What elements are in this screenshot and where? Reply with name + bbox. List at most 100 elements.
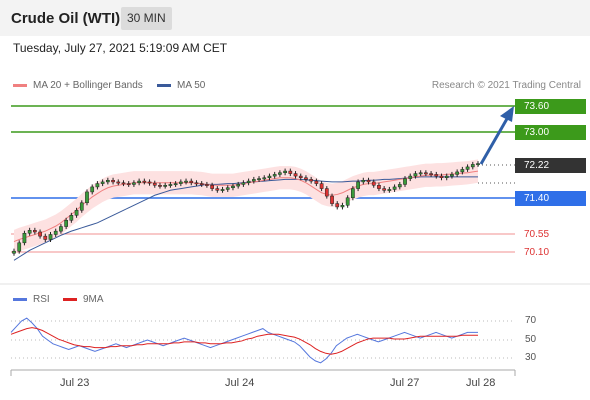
candle-body — [309, 179, 314, 182]
candle-body — [460, 169, 465, 173]
candle-body — [288, 170, 293, 174]
candle-body — [272, 174, 277, 177]
candle-body — [231, 185, 235, 189]
candle-body — [356, 181, 360, 189]
candle-body — [173, 183, 178, 186]
candle-body — [392, 186, 397, 190]
rsi-ma-label: 9MA — [83, 294, 104, 305]
rsi-tick-50: 50 — [525, 334, 537, 345]
rsi-tick-30: 30 — [525, 352, 537, 363]
candle-body — [293, 173, 298, 177]
candle-body — [283, 170, 287, 173]
header-bar: Crude Oil (WTI) 30 MIN — [0, 0, 590, 36]
level-tag-s2: 70.55 — [524, 229, 550, 240]
candle-body — [121, 182, 126, 185]
candle-body — [210, 185, 214, 189]
x-label-jul24: Jul 24 — [225, 377, 255, 389]
legend-ma20: MA 20 + Bollinger Bands — [13, 80, 143, 91]
candle-body — [137, 180, 141, 184]
ma50-label: MA 50 — [177, 80, 206, 91]
candle-body — [330, 195, 334, 204]
rsi-ma-legend: 9MA — [63, 294, 104, 305]
rsi-swatch — [13, 297, 27, 301]
candle-body — [111, 180, 115, 183]
candle-body — [105, 180, 110, 183]
rsi-ma-swatch — [63, 297, 77, 301]
candle-body — [236, 184, 241, 187]
price-plot — [12, 159, 480, 261]
candle-body — [178, 181, 183, 184]
candle-body — [298, 175, 303, 178]
candle-body — [413, 173, 418, 177]
candle-body — [79, 202, 84, 211]
candle-body — [225, 187, 230, 190]
candle-body — [17, 242, 22, 252]
candle-body — [158, 185, 162, 187]
candle-body — [324, 188, 329, 197]
timeframe-badge[interactable]: 30 MIN — [121, 7, 172, 30]
candle-body — [439, 175, 444, 178]
candle-body — [418, 172, 423, 175]
rsi-legend: RSI — [13, 294, 50, 305]
ma20-line — [13, 170, 479, 243]
legend-ma50: MA 50 — [157, 80, 205, 91]
rsi-ma-line — [10, 327, 478, 355]
candle-body — [304, 177, 308, 180]
candle-body — [69, 215, 74, 221]
x-label-jul27: Jul 27 — [390, 377, 420, 389]
candle-body — [450, 174, 454, 177]
candle-body — [12, 250, 16, 254]
level-tag-s3: 70.10 — [524, 247, 550, 258]
candle-body — [408, 175, 413, 179]
candle-body — [220, 189, 225, 191]
x-label-jul28: Jul 28 — [466, 377, 496, 389]
candle-body — [361, 180, 366, 183]
level-tag-r2: 73.60 — [515, 99, 586, 114]
candle-body — [22, 232, 27, 244]
copyright-text: Research © 2021 Trading Central — [431, 80, 581, 91]
candle-body — [95, 183, 100, 188]
candle-body — [366, 180, 371, 183]
ma20-swatch — [13, 83, 27, 87]
candle-body — [371, 181, 376, 186]
candle-body — [424, 172, 428, 175]
candle-body — [53, 230, 58, 235]
candle-body — [184, 180, 188, 183]
timestamp: Tuesday, July 27, 2021 5:19:09 AM CET — [13, 41, 228, 55]
candle-body — [132, 182, 136, 185]
candle-body — [241, 182, 246, 185]
candle-body — [189, 180, 194, 184]
candle-body — [465, 166, 470, 170]
candle-body — [351, 188, 355, 199]
rsi-plot — [10, 317, 478, 364]
candle-body — [33, 230, 37, 233]
candle-body — [194, 182, 199, 185]
x-label-jul23: Jul 23 — [60, 377, 90, 389]
candle-body — [387, 189, 392, 191]
candle-body — [429, 173, 433, 176]
candle-body — [403, 178, 407, 185]
candle-body — [100, 181, 105, 184]
candle-body — [335, 203, 340, 208]
level-tag-current: 72.22 — [515, 158, 586, 173]
candle-body — [377, 185, 381, 189]
rsi-tick-70: 70 — [525, 315, 537, 326]
level-tag-s1: 71.40 — [515, 191, 586, 206]
candle-body — [397, 184, 402, 188]
candle-body — [444, 175, 449, 178]
candle-body — [163, 185, 168, 187]
candle-body — [199, 183, 204, 186]
candle-body — [262, 177, 267, 180]
forecast-arrow-head — [500, 106, 514, 122]
candle-body — [85, 191, 89, 204]
candle-body — [455, 171, 459, 175]
instrument-title: Crude Oil (WTI) — [11, 10, 121, 27]
bollinger-band — [14, 159, 478, 254]
candle-body — [476, 163, 480, 166]
rsi-label: RSI — [33, 294, 50, 305]
candle-body — [147, 181, 152, 184]
candle-body — [142, 180, 147, 183]
candle-body — [340, 205, 345, 208]
ma50-swatch — [157, 83, 171, 87]
